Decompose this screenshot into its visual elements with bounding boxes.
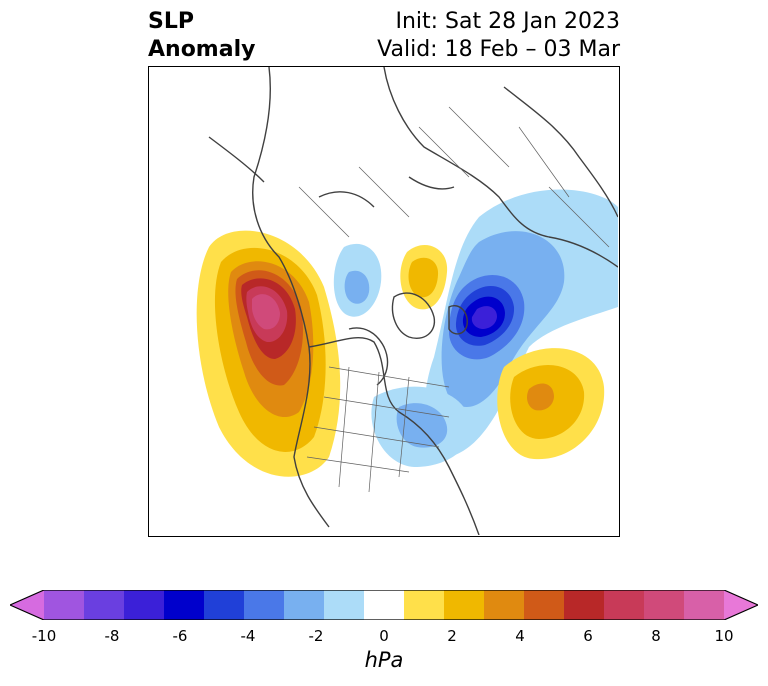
valid-date: Valid: 18 Feb – 03 Mar [377,37,620,62]
title-line-1: SLP [148,9,194,34]
colorbar-segment [84,590,125,620]
eastern-canada-low-anomaly [371,386,471,467]
colorbar-tick-label: -10 [31,627,57,645]
colorbar-segment [164,590,205,620]
colorbar-segment [284,590,325,620]
title-line-2: Anomaly [148,37,256,62]
forecast-dates: Init: Sat 28 Jan 2023 Valid: 18 Feb – 03… [377,8,620,64]
colorbar [10,590,758,620]
colorbar-tick-label: 10 [714,627,734,645]
colorbar-segment [684,590,725,620]
map-svg [196,67,618,535]
pacific-high-anomaly [196,230,341,477]
colorbar-segment [644,590,685,620]
unit-label: hPa [364,648,404,672]
coastlines [208,67,618,535]
colorbar-extend-min [10,590,44,620]
colorbar-segment [124,590,165,620]
colorbar-tick-label: -8 [104,627,120,645]
colorbar-extend-max [724,590,758,620]
colorbar-segment [44,590,85,620]
colorbar-segment [244,590,285,620]
colorbar-tick-label: 6 [583,627,593,645]
init-date: Init: Sat 28 Jan 2023 [395,9,620,34]
colorbar-tick-label: 0 [379,627,389,645]
colorbar-tick-label: -6 [172,627,188,645]
political-borders [298,106,610,493]
colorbar-segment [604,590,645,620]
colorbar-tick-label: 2 [447,627,457,645]
colorbar-segment [524,590,565,620]
colorbar-segment [364,590,405,620]
arctic-low-anomaly [333,243,382,317]
colorbar-segment [204,590,245,620]
colorbar-segments [10,590,758,620]
map-title: SLP Anomaly [148,8,255,64]
colorbar-segment [564,590,605,620]
colorbar-segment [444,590,485,620]
colorbar-segment [404,590,445,620]
map-panel[interactable] [148,66,620,537]
colorbar-segment [484,590,525,620]
atlantic-high-anomaly [497,348,605,460]
colorbar-tick-label: 8 [651,627,661,645]
colorbar-tick-label: -4 [240,627,256,645]
europe-low-anomaly [424,189,618,458]
colorbar-tick-label: 4 [515,627,525,645]
colorbar-tick-label: -2 [308,627,324,645]
colorbar-segment [324,590,365,620]
